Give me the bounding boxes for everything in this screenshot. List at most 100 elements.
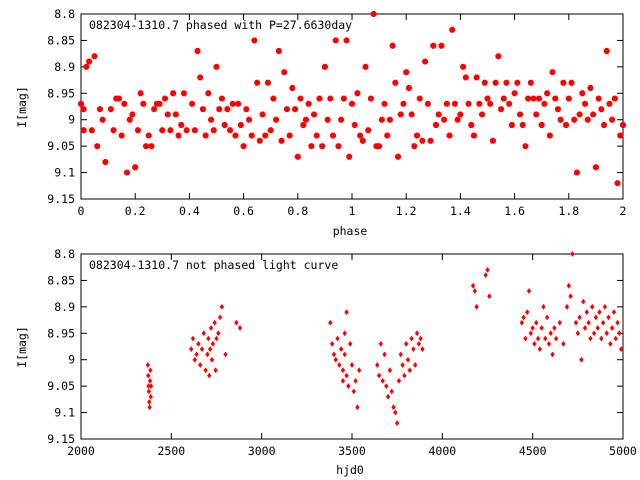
phased-data-point: [132, 164, 139, 171]
phased-data-point: [538, 122, 545, 128]
phased-data-point: [121, 100, 128, 107]
phased-data-point: [332, 37, 339, 44]
light-curve-data-point: [411, 346, 416, 353]
light-curve-data-point: [528, 330, 534, 337]
phased-x-tick-label: 1.8: [558, 204, 579, 218]
phased-data-point: [254, 79, 261, 86]
light-curve-data-point: [328, 319, 333, 326]
phased-data-point: [406, 85, 412, 91]
phased-x-tick-label: 0.4: [179, 204, 200, 218]
light-curve-data-point: [557, 319, 562, 326]
light-curve-data-point: [145, 362, 151, 368]
light-curve-data-point: [586, 319, 591, 326]
phased-data-point: [362, 63, 369, 70]
light-curve-data-point: [209, 356, 215, 363]
phased-y-tick-label: 9.15: [47, 192, 75, 206]
phased-data-point: [235, 100, 242, 107]
light-curve-data-point: [342, 330, 347, 337]
light-curve-data-point: [588, 335, 593, 342]
phased-data-point: [584, 116, 591, 123]
light-curve-data-point: [405, 356, 411, 363]
phased-y-tick-label: 8.9: [54, 60, 75, 74]
phased-data-point: [151, 106, 158, 113]
light-curve-data-point: [347, 340, 353, 347]
phased-x-tick-label: 0: [78, 204, 85, 218]
light-curve-data-point: [378, 340, 384, 347]
light-curve-data-point: [237, 325, 243, 331]
phased-y-tick-label: 8.95: [47, 86, 75, 100]
phased-data-point: [403, 69, 410, 76]
light-curve-data-point: [568, 293, 573, 300]
phased-data-point: [91, 53, 98, 60]
phased-data-point: [251, 37, 258, 44]
phased-x-tick-label: 1: [349, 204, 356, 218]
phased-data-point: [205, 90, 212, 97]
phased-data-point: [411, 143, 418, 150]
phased-data-point: [145, 132, 152, 139]
phased-data-point: [611, 95, 618, 102]
light-curve-y-tick-label: 8.8: [54, 247, 75, 261]
phased-data-point: [97, 106, 103, 113]
phased-data-point: [99, 116, 106, 123]
light-curve-y-tick-label: 8.85: [47, 273, 75, 287]
light-curve-data-point: [219, 303, 225, 310]
light-curve-data-point: [201, 330, 207, 337]
phased-y-tick-label: 9.1: [54, 166, 75, 180]
light-curve-data-point: [570, 251, 575, 257]
phased-data-point: [80, 127, 87, 134]
phased-data-point: [143, 143, 149, 150]
phased-data-point: [387, 116, 393, 123]
light-curve-data-point: [541, 303, 546, 310]
light-curve-data-point: [355, 404, 360, 411]
phased-data-point: [167, 127, 174, 134]
phased-data-point: [490, 137, 496, 144]
light-curve-data-point: [393, 409, 398, 416]
light-curve-data-point: [472, 288, 478, 294]
light-curve-data-point: [208, 325, 214, 331]
phased-data-point: [511, 90, 518, 97]
phased-data-point: [601, 122, 607, 128]
phased-data-point: [617, 132, 624, 139]
light-curve-data-point: [553, 335, 559, 342]
phased-data-point: [265, 79, 271, 86]
phased-data-point: [595, 95, 602, 102]
phased-data-point: [422, 58, 429, 65]
phased-data-point: [395, 153, 401, 160]
phased-data-point: [267, 127, 274, 134]
phased-data-point: [324, 116, 331, 123]
phased-data-point: [256, 137, 263, 144]
phased-data-points: [78, 11, 626, 187]
light-curve-data-point: [611, 309, 617, 316]
light-curve-data-point: [550, 351, 555, 358]
phased-data-point: [313, 132, 320, 139]
phased-data-point: [343, 37, 350, 44]
light-curve-data-point: [210, 340, 216, 347]
light-curve-data-point: [205, 351, 210, 358]
phased-data-point: [229, 100, 236, 107]
phased-data-point: [292, 106, 298, 113]
phased-data-point: [574, 169, 580, 176]
phased-data-point: [452, 100, 458, 107]
light-curve-data-point: [340, 377, 346, 384]
light-curve-data-point: [346, 383, 351, 390]
phased-data-point: [435, 111, 442, 118]
light-curve-data-point: [485, 266, 490, 273]
phased-data-point: [414, 132, 420, 139]
light-curve-data-point: [566, 282, 571, 289]
light-curve-data-point: [595, 325, 600, 331]
light-curve-data-point: [391, 404, 396, 411]
light-curve-y-tick-label: 8.95: [47, 326, 75, 340]
light-curve-data-point: [617, 330, 622, 337]
light-curve-x-tick-label: 4000: [428, 444, 456, 458]
phased-data-point: [286, 132, 293, 139]
phased-data-point: [557, 116, 564, 123]
light-curve-data-points: [145, 251, 624, 427]
light-curve-data-point: [376, 372, 382, 379]
phased-data-point: [400, 100, 407, 107]
phased-data-point: [476, 100, 483, 107]
phased-data-point: [563, 122, 569, 128]
phased-data-point: [86, 58, 93, 65]
phased-x-tick-label: 0.6: [233, 204, 254, 218]
phased-data-point: [259, 111, 266, 118]
light-curve-data-point: [146, 383, 151, 390]
